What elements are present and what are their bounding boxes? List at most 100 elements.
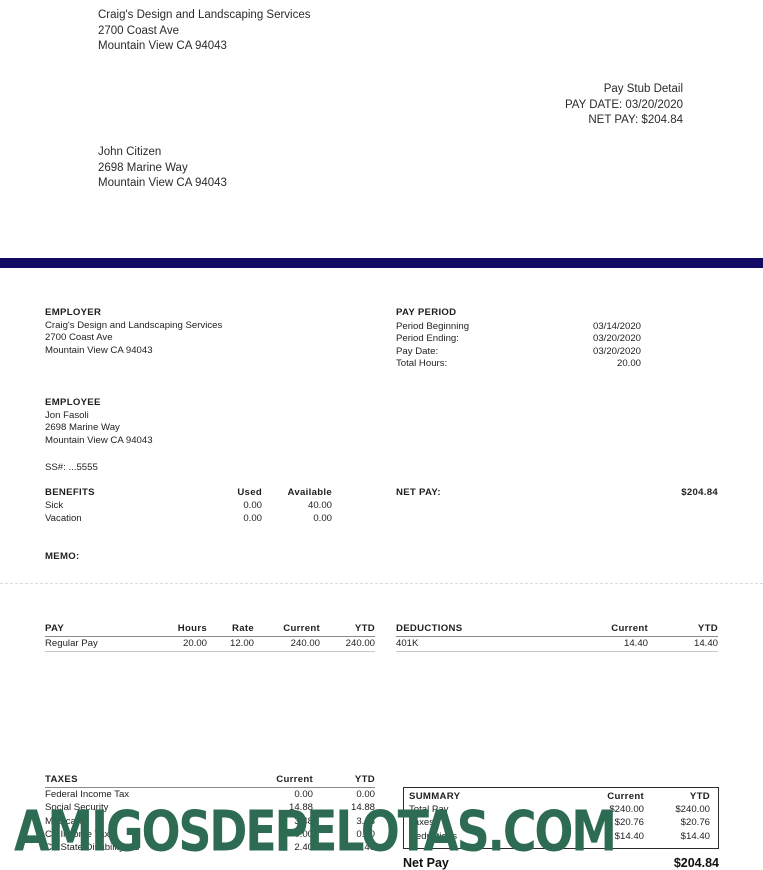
- net-pay-mid-row: NET PAY: $204.84: [396, 487, 718, 500]
- summary-ytd: $14.40: [680, 830, 710, 842]
- benefits-heading: BENEFITS: [45, 487, 95, 498]
- deductions-header-rule: [396, 636, 718, 637]
- taxes-current: 14.88: [288, 802, 313, 814]
- pay-period-label: Period Ending:: [396, 333, 459, 345]
- recipient-address-block: John Citizen 2698 Marine Way Mountain Vi…: [98, 145, 227, 192]
- taxes-row: CA Income Tax 0.00 0.00: [45, 828, 375, 841]
- benefits-used: 0.00: [243, 499, 262, 511]
- taxes-ytd: 14.88: [350, 802, 375, 814]
- benefits-row: Vacation 0.00 0.00: [45, 513, 332, 526]
- summary-label: Deductions: [409, 830, 457, 842]
- taxes-ytd: 0.00: [356, 828, 375, 840]
- pay-header-rule: [45, 636, 375, 637]
- section-divider: [0, 583, 763, 584]
- net-pay-mid-label: NET PAY:: [396, 487, 441, 498]
- taxes-ytd: 3.48: [356, 815, 375, 827]
- pay-period-value: 03/20/2020: [592, 345, 641, 357]
- paystub-detail-title: Pay Stub Detail: [603, 83, 683, 95]
- navy-divider-bar: [0, 258, 763, 268]
- pay-header-row: PAY Hours Rate Current YTD: [45, 622, 375, 635]
- benefits-row: Sick 0.00 40.00: [45, 500, 332, 513]
- benefits-col-available: Available: [287, 487, 332, 498]
- summary-net-pay-row: Net Pay $204.84: [403, 856, 719, 870]
- taxes-label: Social Security: [45, 802, 109, 814]
- deductions-table: DEDUCTIONS Current YTD 401K 14.40 14.40: [396, 622, 718, 652]
- pay-col-hours: Hours: [177, 623, 207, 634]
- taxes-ytd: 2.40: [356, 842, 375, 854]
- paystub-pay-date: PAY DATE: 03/20/2020: [564, 98, 683, 111]
- pay-bottom-rule: [45, 651, 375, 652]
- benefits-label: Vacation: [45, 512, 82, 524]
- letterhead-block: Craig's Design and Landscaping Services …: [98, 8, 311, 55]
- taxes-row: Federal Income Tax 0.00 0.00: [45, 788, 375, 801]
- employer-citystatezip: Mountain View CA 94043: [45, 344, 153, 356]
- pay-period-label: Pay Date:: [396, 345, 439, 357]
- recipient-name: John Citizen: [98, 146, 162, 158]
- deductions-col-current: Current: [611, 623, 648, 634]
- taxes-current: 2.40: [294, 842, 313, 854]
- employer-street: 2700 Coast Ave: [45, 332, 113, 344]
- paystub-net-pay: NET PAY: $204.84: [588, 114, 683, 126]
- recipient-street: 2698 Marine Way: [98, 161, 188, 174]
- pay-heading: PAY: [45, 623, 65, 634]
- summary-net-pay-label: Net Pay: [403, 856, 449, 870]
- benefits-available: 40.00: [307, 499, 332, 511]
- taxes-label: Federal Income Tax: [45, 789, 130, 801]
- taxes-table: TAXES Current YTD Federal Income Tax 0.0…: [45, 773, 375, 854]
- taxes-current: 3.48: [294, 815, 313, 827]
- pay-period-value: 20.00: [616, 358, 641, 370]
- employee-street: 2698 Marine Way: [45, 422, 120, 434]
- pay-col-rate: Rate: [232, 623, 254, 634]
- benefits-header-row: BENEFITS Used Available: [45, 487, 332, 500]
- deductions-ytd: 14.40: [693, 638, 718, 649]
- summary-box: SUMMARY Current YTD Total Pay $240.00 $2…: [403, 787, 719, 849]
- summary-label: Taxes: [409, 817, 435, 829]
- summary-net-pay-value: $204.84: [673, 856, 719, 870]
- deductions-heading: DEDUCTIONS: [396, 623, 463, 634]
- taxes-label: CA Income Tax: [45, 828, 110, 840]
- memo-label: MEMO:: [45, 551, 80, 562]
- summary-col-current: Current: [607, 791, 644, 802]
- taxes-header-row: TAXES Current YTD: [45, 773, 375, 786]
- employer-heading: EMPLOYER: [45, 307, 102, 318]
- pay-current: 240.00: [290, 638, 320, 649]
- pay-period-row: Total Hours: 20.00: [396, 358, 641, 371]
- benefits-table: BENEFITS Used Available Sick 0.00 40.00 …: [45, 487, 332, 525]
- employee-citystatezip: Mountain View CA 94043: [45, 434, 153, 446]
- taxes-col-ytd: YTD: [354, 774, 375, 785]
- deductions-header-row: DEDUCTIONS Current YTD: [396, 622, 718, 635]
- taxes-col-current: Current: [276, 774, 313, 785]
- summary-row: Total Pay $240.00 $240.00: [409, 803, 710, 816]
- pay-col-ytd: YTD: [354, 623, 375, 634]
- summary-ytd: $20.76: [680, 817, 710, 829]
- taxes-current: 0.00: [294, 828, 313, 840]
- employee-name: Jon Fasoli: [45, 409, 89, 421]
- taxes-row: Social Security 14.88 14.88: [45, 801, 375, 814]
- letterhead-street: 2700 Coast Ave: [98, 24, 179, 37]
- pay-period-value: 03/20/2020: [592, 333, 641, 345]
- taxes-label: CA State Disability Ins: [45, 842, 140, 854]
- taxes-label: Medicare: [45, 815, 85, 827]
- employee-block: EMPLOYEE Jon Fasoli 2698 Marine Way Moun…: [45, 397, 153, 447]
- deductions-current: 14.40: [623, 638, 648, 649]
- employer-name: Craig's Design and Landscaping Services: [45, 319, 223, 331]
- pay-hours: 20.00: [182, 638, 207, 649]
- employer-block: EMPLOYER Craig's Design and Landscaping …: [45, 307, 222, 357]
- pay-ytd: 240.00: [345, 638, 375, 649]
- pay-table: PAY Hours Rate Current YTD Regular Pay 2…: [45, 622, 375, 652]
- letterhead-citystatezip: Mountain View CA 94043: [98, 40, 227, 52]
- summary-label: Total Pay: [409, 804, 449, 816]
- summary-ytd: $240.00: [675, 804, 710, 816]
- deductions-bottom-rule: [396, 651, 718, 652]
- net-pay-mid-value: $204.84: [681, 487, 718, 498]
- summary-header-row: SUMMARY Current YTD: [409, 790, 710, 803]
- taxes-ytd: 0.00: [356, 789, 375, 801]
- benefits-used: 0.00: [243, 512, 262, 524]
- pay-period-row: Period Beginning 03/14/2020: [396, 321, 641, 334]
- recipient-citystatezip: Mountain View CA 94043: [98, 177, 227, 189]
- pay-period-block: PAY PERIOD Period Beginning 03/14/2020 P…: [396, 307, 641, 371]
- employee-heading: EMPLOYEE: [45, 397, 101, 408]
- summary-current: $14.40: [614, 830, 644, 842]
- paystub-detail-block: Pay Stub Detail PAY DATE: 03/20/2020 NET…: [565, 82, 683, 129]
- pay-period-row: Pay Date: 03/20/2020: [396, 346, 641, 359]
